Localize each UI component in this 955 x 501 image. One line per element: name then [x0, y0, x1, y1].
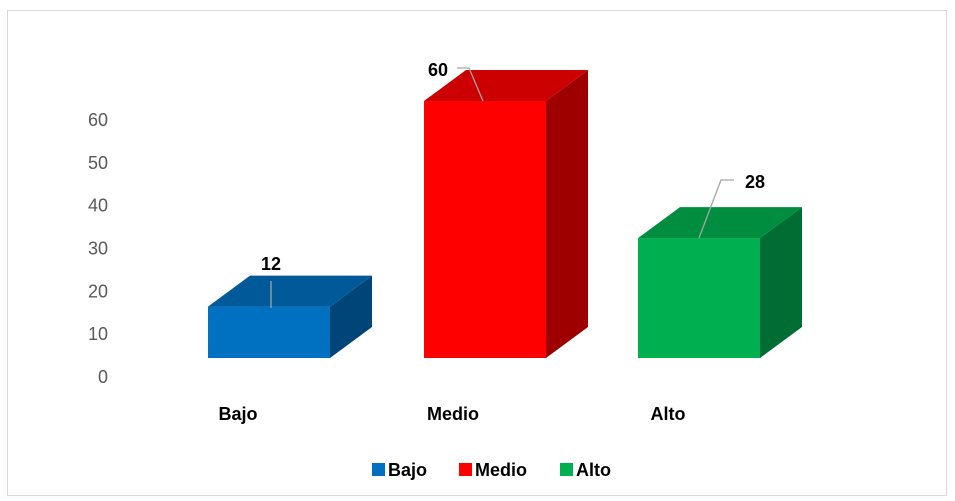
- y-tick-label: 30: [88, 239, 108, 259]
- data-label: 12: [261, 254, 281, 274]
- x-category-label: Medio: [427, 404, 479, 424]
- bar-side-face: [330, 275, 372, 358]
- legend-label: Medio: [475, 460, 527, 480]
- bar-front-face: [208, 306, 330, 358]
- bar-top-face: [208, 275, 372, 307]
- legend-swatch: [459, 463, 472, 476]
- y-tick-label: 10: [88, 324, 108, 344]
- y-tick-label: 0: [98, 367, 108, 387]
- data-label-leader: [698, 179, 734, 239]
- bar-side-face: [760, 207, 802, 358]
- x-category-label: Alto: [651, 404, 686, 424]
- bar-top-face: [638, 207, 802, 239]
- data-label: 60: [428, 60, 448, 80]
- data-label-leader: [457, 67, 484, 102]
- x-category-label: Bajo: [218, 404, 257, 424]
- y-tick-label: 40: [88, 196, 108, 216]
- data-label: 28: [745, 172, 765, 192]
- bar-top-face: [424, 70, 588, 101]
- legend-label: Alto: [576, 460, 611, 480]
- legend-swatch: [372, 463, 385, 476]
- legend-label: Bajo: [388, 460, 427, 480]
- bar-side-face: [546, 70, 588, 358]
- bar-alto: [638, 207, 802, 358]
- bar-medio: [424, 70, 588, 358]
- y-tick-label: 60: [88, 110, 108, 130]
- y-tick-label: 20: [88, 281, 108, 301]
- legend-swatch: [560, 463, 573, 476]
- y-tick-label: 50: [88, 153, 108, 173]
- bar-bajo: [208, 275, 372, 358]
- bar-front-face: [638, 238, 760, 358]
- bar-front-face: [424, 101, 546, 358]
